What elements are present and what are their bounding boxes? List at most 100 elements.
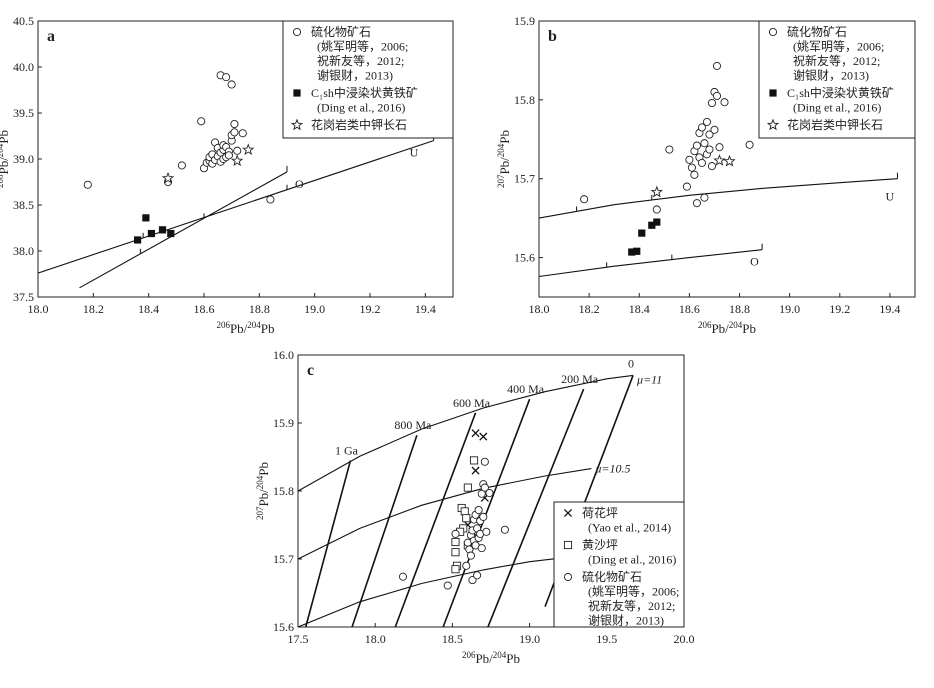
y-tick-label: 15.9 <box>514 14 535 28</box>
plot-area <box>298 374 634 627</box>
isochron-label: 200 Ma <box>561 372 599 386</box>
axis-label-base: Pb/ <box>0 157 11 175</box>
legend-symbol-circle <box>292 27 302 37</box>
x-tick-label: 19.5 <box>596 632 617 646</box>
growth-curve <box>298 374 634 492</box>
legend: 硫化物矿石(姚军明等，2006;祝新友等，2012;谢银财，2013) C₁sh中… <box>758 20 916 139</box>
data-point-circle <box>451 529 460 538</box>
x-tick-label: 18.4 <box>629 302 650 316</box>
x-tick-label: 18.4 <box>138 302 159 316</box>
y-axis-label: 208Pb/204Pb <box>0 130 11 188</box>
panel-letter: a <box>47 28 55 45</box>
data-point-star <box>242 143 255 156</box>
data-point-circle <box>222 73 231 82</box>
axis-label-superscript: 204 <box>493 650 507 660</box>
curve-label-U: U <box>410 146 419 160</box>
legend-text: 花岗岩类中钾长石 <box>311 117 407 132</box>
data-point-circle <box>480 483 489 492</box>
isochron-line <box>442 398 531 627</box>
data-point-square <box>653 218 661 226</box>
data-point-open-square <box>451 565 460 574</box>
data-point-circle <box>720 98 729 107</box>
data-point-open-square <box>462 514 471 523</box>
data-point-circle <box>690 170 699 179</box>
growth-curve <box>298 468 592 560</box>
legend: 荷花坪(Yao et al., 2014) 黄沙坪(Ding et al., 20… <box>553 501 685 628</box>
x-axis-label: 206Pb/204Pb <box>462 650 520 666</box>
y-tick-label: 39.0 <box>13 152 34 166</box>
legend-symbol-star <box>290 118 304 131</box>
x-tick-label: 19.4 <box>879 302 900 316</box>
legend-text: (Ding et al., 2016) <box>793 101 881 115</box>
data-point-circle <box>715 143 724 152</box>
y-tick-label: 15.9 <box>273 416 294 430</box>
data-point-circle <box>224 151 233 160</box>
data-point-circle <box>705 145 714 154</box>
data-point-circle <box>482 527 491 536</box>
x-tick-label: 18.0 <box>28 302 49 316</box>
data-point-cross <box>479 432 488 441</box>
x-tick-label: 18.8 <box>729 302 750 316</box>
data-point-circle <box>233 146 242 155</box>
legend-text: (Ding et al., 2016) <box>588 553 676 567</box>
legend-text: (姚军明等，2006; <box>588 585 679 599</box>
legend-text: 祝新友等，2012; <box>317 53 404 68</box>
legend: 硫化物矿石(姚军明等，2006;祝新友等，2012;谢银财，2013) C₁sh中… <box>282 20 454 139</box>
axis-label-base: Pb <box>742 321 756 336</box>
data-point-circle <box>474 505 483 515</box>
x-tick-label: 19.0 <box>779 302 800 316</box>
axis-label-base: Pb <box>0 130 11 144</box>
data-point-circle <box>443 581 452 590</box>
legend-text: 谢银财，2013) <box>793 68 869 83</box>
data-point-square <box>167 229 175 238</box>
legend-symbol-star <box>766 118 780 131</box>
data-point-star <box>161 171 175 184</box>
x-tick-label: 18.2 <box>579 302 600 316</box>
plot-area <box>539 61 898 278</box>
isochron-label: 400 Ma <box>507 382 545 396</box>
chart-panel-b: 18.0 18.2 18.4 18.6 18.8 19.0 19.2 19.4 15.6 15.7… <box>496 14 916 336</box>
axis-label-base: Pb/ <box>497 157 512 175</box>
data-point-circle <box>477 544 486 553</box>
data-point-circle <box>230 128 239 137</box>
legend-text: 硫化物矿石 <box>787 24 847 39</box>
x-tick-label: 18.2 <box>83 302 104 316</box>
x-tick-label: 19.4 <box>415 302 436 316</box>
data-point-open-square <box>451 548 460 557</box>
axis-label-base: Pb/ <box>475 651 493 666</box>
data-point-circle <box>227 80 236 89</box>
panel-letter: b <box>548 28 557 45</box>
data-point-circle <box>700 193 709 202</box>
x-tick-label: 19.0 <box>304 302 325 316</box>
data-point-circle <box>685 155 694 164</box>
legend-text: 硫化物矿石 <box>311 24 371 39</box>
axis-label-superscript: 206 <box>216 320 230 330</box>
y-tick-label: 39.5 <box>13 106 34 120</box>
x-tick-label: 18.6 <box>679 302 700 316</box>
legend-text: (姚军明等，2006; <box>793 40 884 54</box>
y-tick-label: 15.7 <box>514 172 535 186</box>
x-axis-label: 206Pb/204Pb <box>698 320 756 336</box>
axis-label-base: Pb <box>506 651 520 666</box>
data-point-circle <box>230 119 239 129</box>
axis-label-base: Pb <box>497 130 512 144</box>
x-tick-label: 19.2 <box>360 302 381 316</box>
evolution-curve-U <box>38 140 434 274</box>
data-point-circle <box>266 195 275 204</box>
axis-label-superscript: 207 <box>255 506 265 520</box>
data-point-square <box>134 236 142 244</box>
axis-label-base: Pb/ <box>230 321 248 336</box>
legend-text: C₁sh中浸染状黄铁矿 <box>311 85 418 100</box>
evolution-curve-O <box>79 171 288 289</box>
legend-text: C₁sh中浸染状黄铁矿 <box>787 85 894 100</box>
axis-label-superscript: 207 <box>496 174 506 188</box>
y-tick-label: 16.0 <box>273 348 294 362</box>
data-point-circle <box>682 182 691 191</box>
data-point-circle <box>473 571 482 580</box>
data-point-circle <box>500 525 509 534</box>
x-tick-label: 19.2 <box>829 302 850 316</box>
data-point-circle <box>712 91 722 100</box>
data-point-star <box>723 154 736 167</box>
legend-box <box>282 20 454 139</box>
